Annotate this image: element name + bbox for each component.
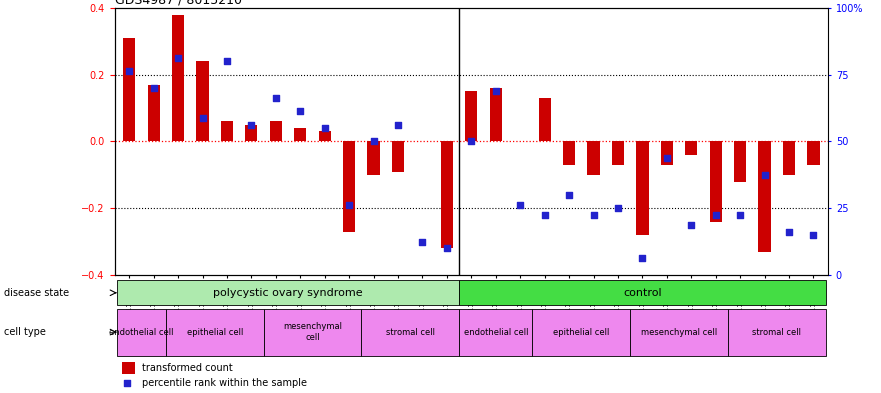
Point — [318, 125, 332, 131]
Point — [342, 202, 356, 208]
Point — [440, 245, 454, 252]
Bar — [172, 15, 184, 141]
Bar — [563, 141, 575, 165]
Text: cell type: cell type — [4, 327, 47, 337]
Point — [220, 58, 234, 64]
Bar — [588, 141, 600, 175]
Point — [366, 138, 381, 145]
Bar — [440, 141, 453, 248]
Point — [635, 255, 649, 262]
Text: disease state: disease state — [4, 288, 70, 298]
Point — [464, 138, 478, 145]
Point — [782, 228, 796, 235]
Bar — [196, 61, 209, 141]
Point — [733, 212, 747, 218]
Point — [391, 121, 405, 128]
Bar — [245, 125, 257, 141]
Point — [121, 380, 135, 386]
Point — [660, 155, 674, 161]
Point — [685, 222, 699, 228]
Bar — [783, 141, 796, 175]
Bar — [630, 309, 728, 356]
Text: stromal cell: stromal cell — [752, 328, 802, 336]
Point — [171, 55, 185, 61]
Bar — [117, 281, 459, 305]
Point — [513, 202, 527, 208]
Bar — [807, 141, 819, 165]
Point — [122, 68, 137, 74]
Text: polycystic ovary syndrome: polycystic ovary syndrome — [213, 288, 363, 298]
Point — [244, 121, 258, 128]
Point — [587, 212, 601, 218]
Point — [806, 232, 820, 238]
Point — [146, 85, 160, 91]
Point — [708, 212, 722, 218]
Bar — [263, 309, 361, 356]
Bar — [147, 85, 159, 141]
Text: transformed count: transformed count — [142, 362, 233, 373]
Text: stromal cell: stromal cell — [386, 328, 434, 336]
Bar — [319, 131, 330, 141]
Bar — [361, 309, 459, 356]
Bar — [392, 141, 404, 171]
Text: epithelial cell: epithelial cell — [187, 328, 243, 336]
Bar — [728, 309, 825, 356]
Bar — [636, 141, 648, 235]
Bar — [538, 98, 551, 141]
Bar — [532, 309, 630, 356]
Point — [196, 115, 210, 121]
Text: percentile rank within the sample: percentile rank within the sample — [142, 378, 307, 388]
Point — [269, 95, 283, 101]
Point — [537, 212, 552, 218]
Text: endothelial cell: endothelial cell — [109, 328, 174, 336]
Bar — [459, 281, 825, 305]
Point — [489, 88, 503, 94]
Bar — [465, 91, 478, 141]
Text: epithelial cell: epithelial cell — [553, 328, 610, 336]
Text: control: control — [623, 288, 662, 298]
Text: mesenchymal
cell: mesenchymal cell — [283, 322, 342, 342]
Bar — [490, 88, 502, 141]
Bar — [367, 141, 380, 175]
Bar — [117, 309, 166, 356]
Text: GDS4987 / 8015210: GDS4987 / 8015210 — [115, 0, 241, 7]
Point — [416, 239, 430, 245]
Bar — [221, 121, 233, 141]
Bar — [123, 38, 136, 141]
Bar — [661, 141, 673, 165]
Point — [562, 192, 576, 198]
Bar — [734, 141, 746, 182]
Bar — [294, 128, 307, 141]
Bar — [759, 141, 771, 252]
Bar — [122, 362, 135, 373]
Point — [611, 205, 625, 211]
Bar — [459, 309, 532, 356]
Text: endothelial cell: endothelial cell — [463, 328, 528, 336]
Point — [293, 108, 307, 115]
Bar — [270, 121, 282, 141]
Bar — [685, 141, 698, 155]
Bar — [612, 141, 624, 165]
Bar — [343, 141, 355, 231]
Bar — [709, 141, 722, 222]
Bar — [166, 309, 263, 356]
Point — [758, 172, 772, 178]
Text: mesenchymal cell: mesenchymal cell — [641, 328, 717, 336]
